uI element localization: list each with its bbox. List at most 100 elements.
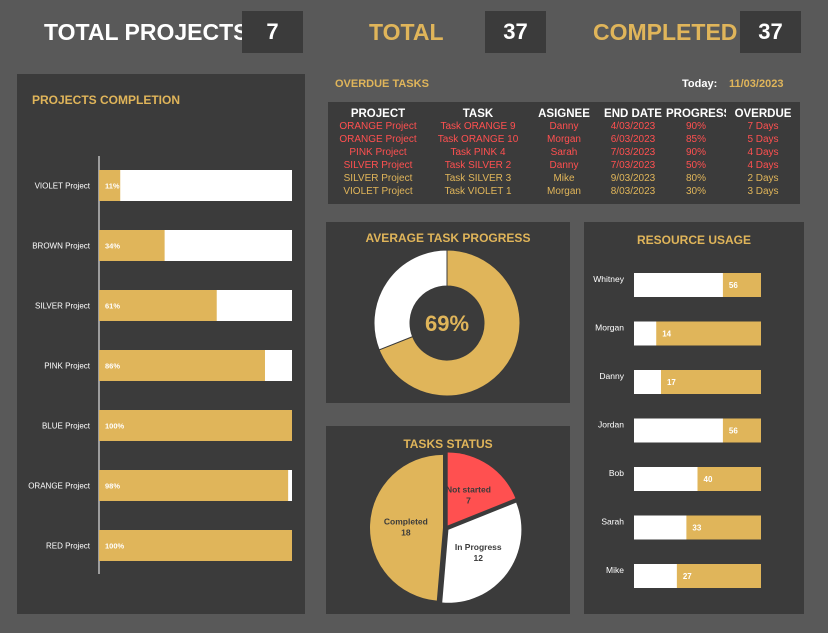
tick-label: PINK Project: [44, 362, 91, 371]
cell-task: Task PINK 4: [450, 147, 506, 158]
cell-end-date: 6/03/2023: [610, 134, 656, 145]
overdue-table-header: PROJECT TASK ASIGNEE END DATE PROGRESS O…: [328, 108, 800, 120]
cell-progress: 30%: [685, 186, 706, 197]
pie-slice: [370, 454, 444, 601]
bar: [634, 321, 657, 346]
tick-label: SILVER Project: [35, 302, 91, 311]
bar: [634, 370, 661, 394]
bar: [99, 470, 289, 501]
column-header-assignee: ASIGNEE: [538, 108, 590, 120]
overdue-title: OVERDUE TASKS: [335, 78, 429, 90]
today-label: Today:: [682, 78, 718, 90]
cell-end-date: 8/03/2023: [610, 186, 656, 197]
cell-overdue: 4 Days: [747, 160, 779, 171]
tasks-status-title: TASKS STATUS: [403, 437, 493, 451]
cell-assignee: Sarah: [550, 147, 578, 158]
cell-task: Task ORANGE 9: [440, 121, 516, 132]
tick-label: Whitney: [593, 274, 624, 284]
cell-project: VIOLET Project: [343, 186, 413, 197]
total-projects-value: 7: [242, 11, 303, 53]
pie-slice: [447, 452, 516, 526]
cell-end-date: 9/03/2023: [610, 173, 656, 184]
slice-category-label: In Progress: [455, 542, 502, 552]
cell-progress: 85%: [685, 134, 706, 145]
completed-value: 37: [740, 11, 801, 53]
data-label: 98%: [105, 482, 120, 491]
column-header-project: PROJECT: [350, 108, 406, 120]
completed-label: COMPLETED: [593, 19, 738, 45]
cell-assignee: Danny: [549, 160, 579, 171]
overdue-table: PROJECT TASK ASIGNEE END DATE PROGRESS O…: [328, 102, 800, 204]
total-projects-label: TOTAL PROJECTS: [44, 19, 249, 45]
bar: [634, 273, 723, 297]
bar: [99, 230, 165, 261]
column-header-task: TASK: [462, 108, 494, 120]
tick-label: Bob: [609, 468, 624, 478]
table-row: SILVER Project Task SILVER 2 Danny 7/03/…: [328, 159, 800, 172]
cell-overdue: 5 Days: [747, 134, 779, 145]
data-label: 33: [692, 524, 701, 533]
data-label: 56: [729, 281, 738, 290]
cell-assignee: Mike: [553, 173, 575, 184]
cell-project: ORANGE Project: [339, 121, 417, 132]
cell-project: ORANGE Project: [339, 134, 417, 145]
tick-label: BLUE Project: [42, 422, 91, 431]
table-row: SILVER Project Task SILVER 3 Mike 9/03/2…: [328, 172, 800, 185]
data-label: 34%: [105, 242, 120, 251]
slice-category-label: Completed: [384, 516, 428, 526]
bar: [99, 170, 121, 201]
cell-progress: 50%: [685, 160, 706, 171]
cell-task: Task SILVER 2: [444, 160, 512, 171]
table-row: PINK Project Task PINK 4 Sarah 7/03/2023…: [328, 146, 800, 159]
data-label: 61%: [105, 302, 120, 311]
bar: [634, 515, 687, 540]
bar: [99, 350, 265, 381]
average-progress-title: AVERAGE TASK PROGRESS: [365, 231, 531, 245]
projects-completion-panel: [17, 74, 305, 614]
projects-completion-chart: VIOLET Project 11% BROWN Project 34% SILVER …: [28, 156, 292, 574]
cell-progress: 90%: [685, 147, 706, 158]
cell-assignee: Morgan: [547, 186, 581, 197]
data-label: 27: [683, 572, 692, 581]
cell-progress: 80%: [685, 173, 706, 184]
table-row: VIOLET Project Task VIOLET 1 Morgan 8/03…: [328, 185, 800, 198]
cell-assignee: Danny: [549, 121, 579, 132]
cell-project: PINK Project: [349, 147, 407, 158]
cell-overdue: 7 Days: [747, 121, 779, 132]
cell-end-date: 7/03/2023: [610, 160, 656, 171]
total-value: 37: [485, 11, 546, 53]
tick-label: Sarah: [601, 517, 624, 527]
data-label: 100%: [105, 542, 125, 551]
bar: [634, 418, 723, 443]
cell-project: SILVER Project: [343, 173, 413, 184]
resource-usage-chart: Whitney 56 Morgan 14 Danny 17 Jordan 56 Bob 40 Sar…: [593, 273, 761, 588]
bar: [99, 530, 292, 561]
donut-slice: [373, 249, 448, 351]
bar: [634, 467, 698, 491]
cell-overdue: 4 Days: [747, 147, 779, 158]
total-label: TOTAL: [369, 19, 444, 45]
cell-task: Task SILVER 3: [444, 173, 512, 184]
cell-assignee: Morgan: [547, 134, 581, 145]
cell-overdue: 2 Days: [747, 173, 779, 184]
tick-label: Morgan: [595, 323, 624, 333]
tick-label: RED Project: [46, 542, 91, 551]
tick-label: ORANGE Project: [28, 482, 91, 491]
column-header-progress: PROGRESS: [666, 108, 726, 120]
bar: [99, 290, 217, 321]
tick-label: Mike: [606, 565, 624, 575]
table-row: ORANGE Project Task ORANGE 9 Danny 4/03/…: [328, 120, 800, 133]
cell-end-date: 7/03/2023: [610, 147, 656, 158]
tick-label: VIOLET Project: [35, 182, 91, 191]
cell-overdue: 3 Days: [747, 186, 779, 197]
slice-value-label: 18: [401, 527, 411, 537]
cell-project: SILVER Project: [343, 160, 413, 171]
bar: [99, 410, 292, 441]
slice-category-label: Not started: [446, 485, 491, 495]
data-label: 40: [704, 475, 713, 484]
pie-slice: [442, 502, 522, 603]
center-label: 69%: [425, 311, 469, 336]
cell-progress: 90%: [685, 121, 706, 132]
slice-value-label: 12: [474, 553, 484, 563]
